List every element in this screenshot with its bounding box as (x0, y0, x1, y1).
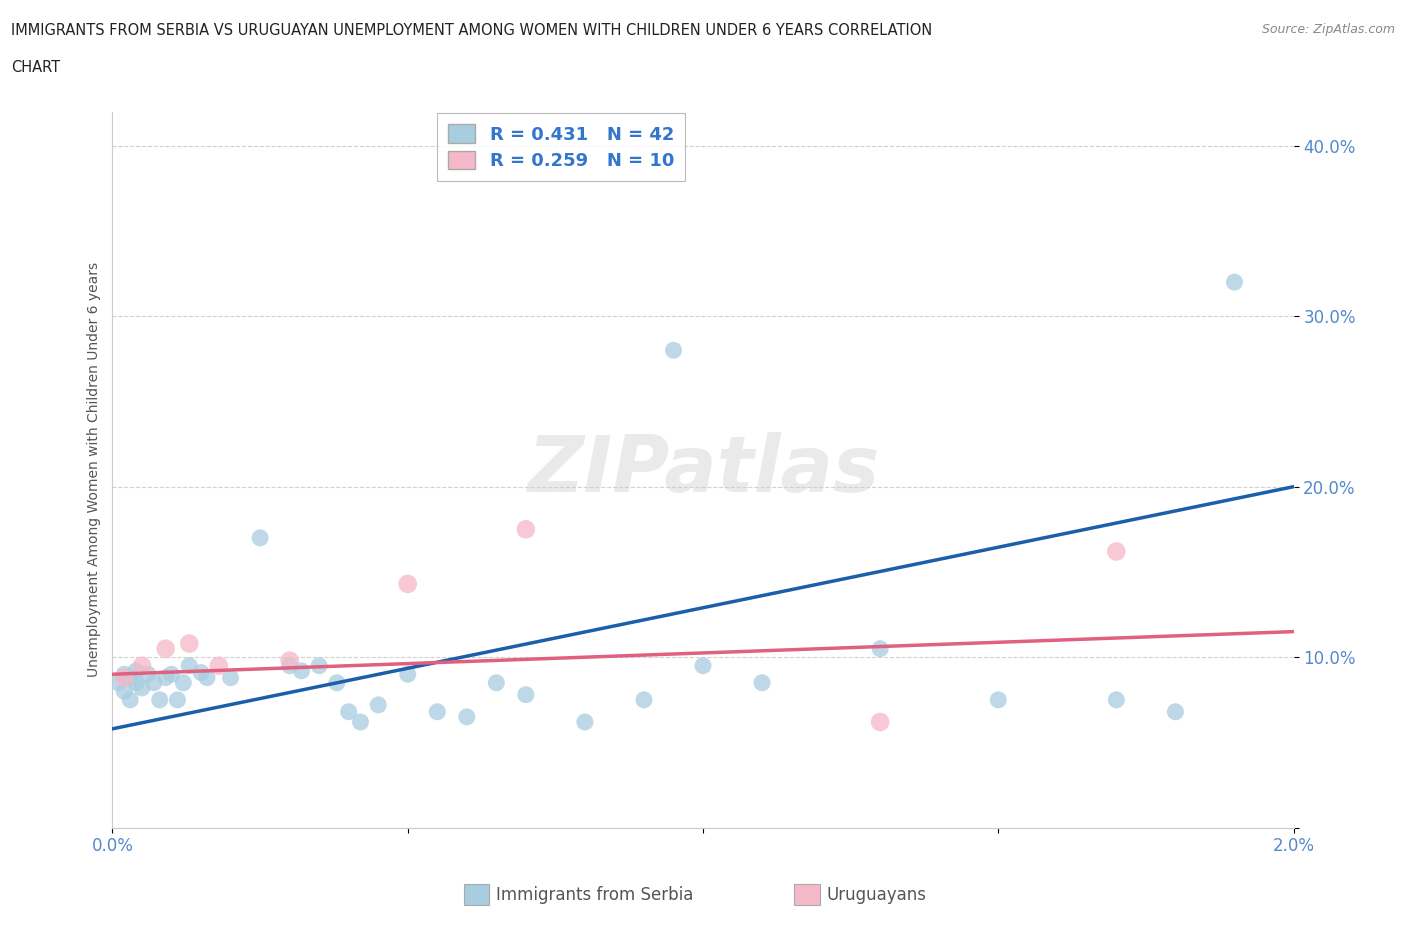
Point (120, 692, 142, 708)
Text: Immigrants from Serbia: Immigrants from Serbia (496, 885, 693, 904)
Point (219, 671, 242, 685)
Point (456, 710, 478, 724)
Point (426, 704, 449, 719)
Point (574, 714, 596, 729)
Text: ZIPatlas: ZIPatlas (527, 432, 879, 508)
Point (125, 675, 148, 690)
Text: Source: ZipAtlas.com: Source: ZipAtlas.com (1261, 23, 1395, 36)
Legend: R = 0.431   N = 42, R = 0.259   N = 10: R = 0.431 N = 42, R = 0.259 N = 10 (437, 113, 685, 181)
Point (515, 687, 537, 702)
Point (172, 675, 194, 690)
Point (166, 692, 188, 708)
Point (1164, 704, 1187, 719)
Point (160, 667, 183, 682)
Point (515, 522, 537, 537)
Point (120, 671, 142, 685)
Point (1105, 692, 1128, 708)
Point (485, 675, 508, 690)
Point (869, 642, 891, 657)
Point (131, 658, 153, 673)
Point (107, 675, 129, 690)
Point (195, 671, 218, 685)
Point (326, 675, 349, 690)
Point (179, 658, 201, 673)
Point (112, 684, 135, 698)
Point (367, 698, 389, 712)
Point (1105, 544, 1128, 559)
Point (142, 675, 165, 690)
Point (662, 343, 685, 358)
Point (290, 663, 312, 678)
Point (692, 658, 714, 673)
Point (125, 663, 148, 678)
Point (308, 658, 330, 673)
Point (112, 667, 135, 682)
Point (131, 681, 153, 696)
Point (751, 675, 773, 690)
Point (155, 642, 177, 657)
Point (136, 667, 159, 682)
Point (869, 714, 891, 729)
Text: Uruguayans: Uruguayans (827, 885, 927, 904)
Text: IMMIGRANTS FROM SERBIA VS URUGUAYAN UNEMPLOYMENT AMONG WOMEN WITH CHILDREN UNDER: IMMIGRANTS FROM SERBIA VS URUGUAYAN UNEM… (11, 23, 932, 38)
Point (149, 692, 172, 708)
Point (633, 692, 655, 708)
Point (208, 658, 231, 673)
Point (278, 658, 301, 673)
Point (190, 665, 212, 680)
Point (278, 653, 301, 668)
Point (1223, 274, 1246, 289)
Point (396, 667, 419, 682)
Point (249, 530, 271, 545)
Point (349, 714, 371, 729)
Point (112, 671, 135, 685)
Text: CHART: CHART (11, 60, 60, 75)
Point (987, 692, 1010, 708)
Y-axis label: Unemployment Among Women with Children Under 6 years: Unemployment Among Women with Children U… (87, 262, 101, 677)
Point (396, 577, 419, 591)
Point (155, 671, 177, 685)
Point (337, 704, 360, 719)
Point (179, 636, 201, 651)
